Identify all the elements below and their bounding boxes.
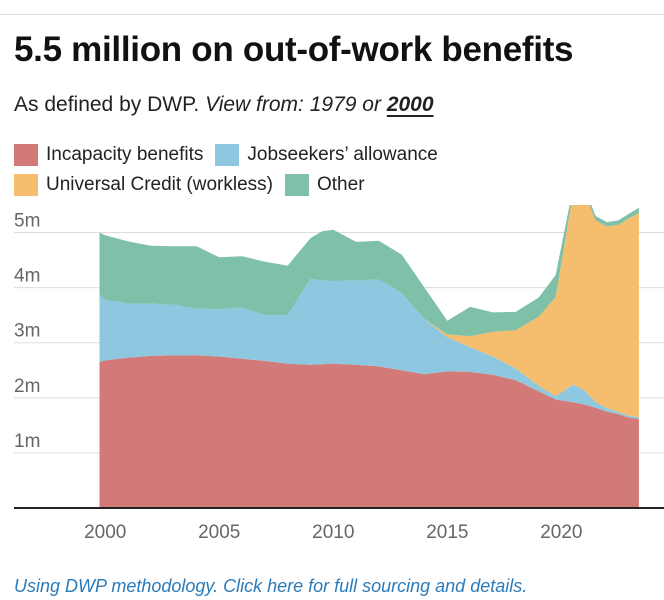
legend-swatch-jobseekers [215,144,240,166]
x-tick-label: 2005 [198,522,240,543]
x-tick-label: 2020 [540,522,582,543]
stacked-area-chart: 1m 2m 3m 4m 5m 2000 2005 2010 2015 2020 [14,205,664,543]
page-title: 5.5 million on out-of-work benefits [14,30,574,69]
y-tick-label: 3m [14,321,40,342]
or-text: or [362,93,381,116]
legend-swatch-incapacity [14,144,38,166]
y-tick-label: 5m [14,211,40,232]
area-universal-credit-workless [99,205,639,418]
legend-item-incapacity: Incapacity benefits [14,144,203,166]
y-tick-label: 4m [14,266,40,287]
y-tick-label: 2m [14,376,40,397]
view-2000-link[interactable]: 2000 [386,93,434,116]
top-divider [0,14,664,15]
legend-label-other: Other [317,174,365,195]
legend-item-universal-credit: Universal Credit (workless) [14,174,273,196]
legend-item-other: Other [285,174,365,196]
subtitle-text: As defined by DWP. [14,93,200,116]
legend-label-universal-credit: Universal Credit (workless) [46,174,273,195]
subtitle: As defined by DWP. View from: 1979 or 20… [14,93,434,117]
legend-label-incapacity: Incapacity benefits [46,144,204,165]
legend-row-2: Universal Credit (workless) Other [14,170,634,200]
legend-row-1: Incapacity benefits Jobseekers’ allowanc… [14,140,634,170]
y-tick-label: 1m [14,431,40,452]
area-incapacity-benefits [99,355,639,508]
x-tick-label: 2015 [426,522,468,543]
view-1979-link[interactable]: 1979 [309,93,357,116]
view-from-label: View from: [205,93,304,116]
x-tick-label: 2010 [312,522,354,543]
sourcing-link[interactable]: Using DWP methodology. Click here for fu… [14,576,528,596]
area-jobseekers-allowance [99,278,639,419]
chart-legend: Incapacity benefits Jobseekers’ allowanc… [14,140,634,200]
area-other [99,205,639,337]
x-tick-label: 2000 [84,522,126,543]
legend-label-jobseekers: Jobseekers’ allowance [247,144,438,165]
legend-item-jobseekers: Jobseekers’ allowance [215,144,438,166]
legend-swatch-other [285,174,309,196]
legend-swatch-universal-credit [14,174,38,196]
